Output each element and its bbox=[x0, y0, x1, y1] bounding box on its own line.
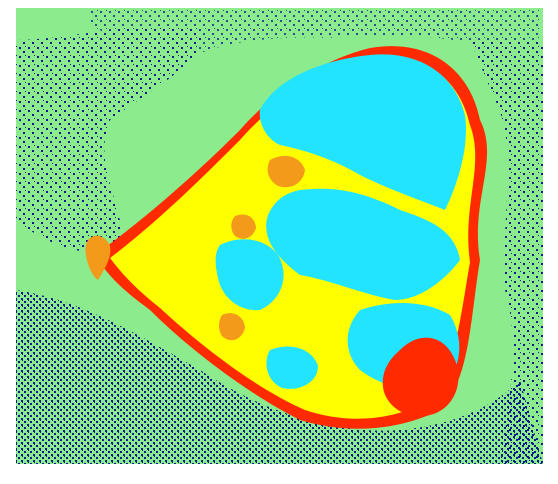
cyan-region-bottom-small bbox=[266, 346, 318, 389]
border-top bbox=[0, 0, 558, 8]
border-left bbox=[0, 0, 16, 484]
border-right bbox=[543, 0, 558, 484]
orange-region-fin bbox=[85, 235, 111, 280]
orange-region-center bbox=[231, 214, 256, 239]
cyan-region-left bbox=[215, 239, 284, 311]
red-region-lower-right bbox=[382, 337, 459, 417]
orange-region-left bbox=[219, 313, 245, 341]
noise-region-bottom bbox=[16, 290, 543, 464]
noise-region-right bbox=[470, 40, 543, 464]
noise-region-top-left bbox=[16, 27, 202, 253]
orange-region-top bbox=[267, 155, 305, 188]
cyan-region-top bbox=[259, 54, 466, 211]
noise-region-top bbox=[90, 8, 540, 70]
cyan-region-middle bbox=[266, 188, 460, 300]
border-bottom bbox=[0, 464, 558, 484]
